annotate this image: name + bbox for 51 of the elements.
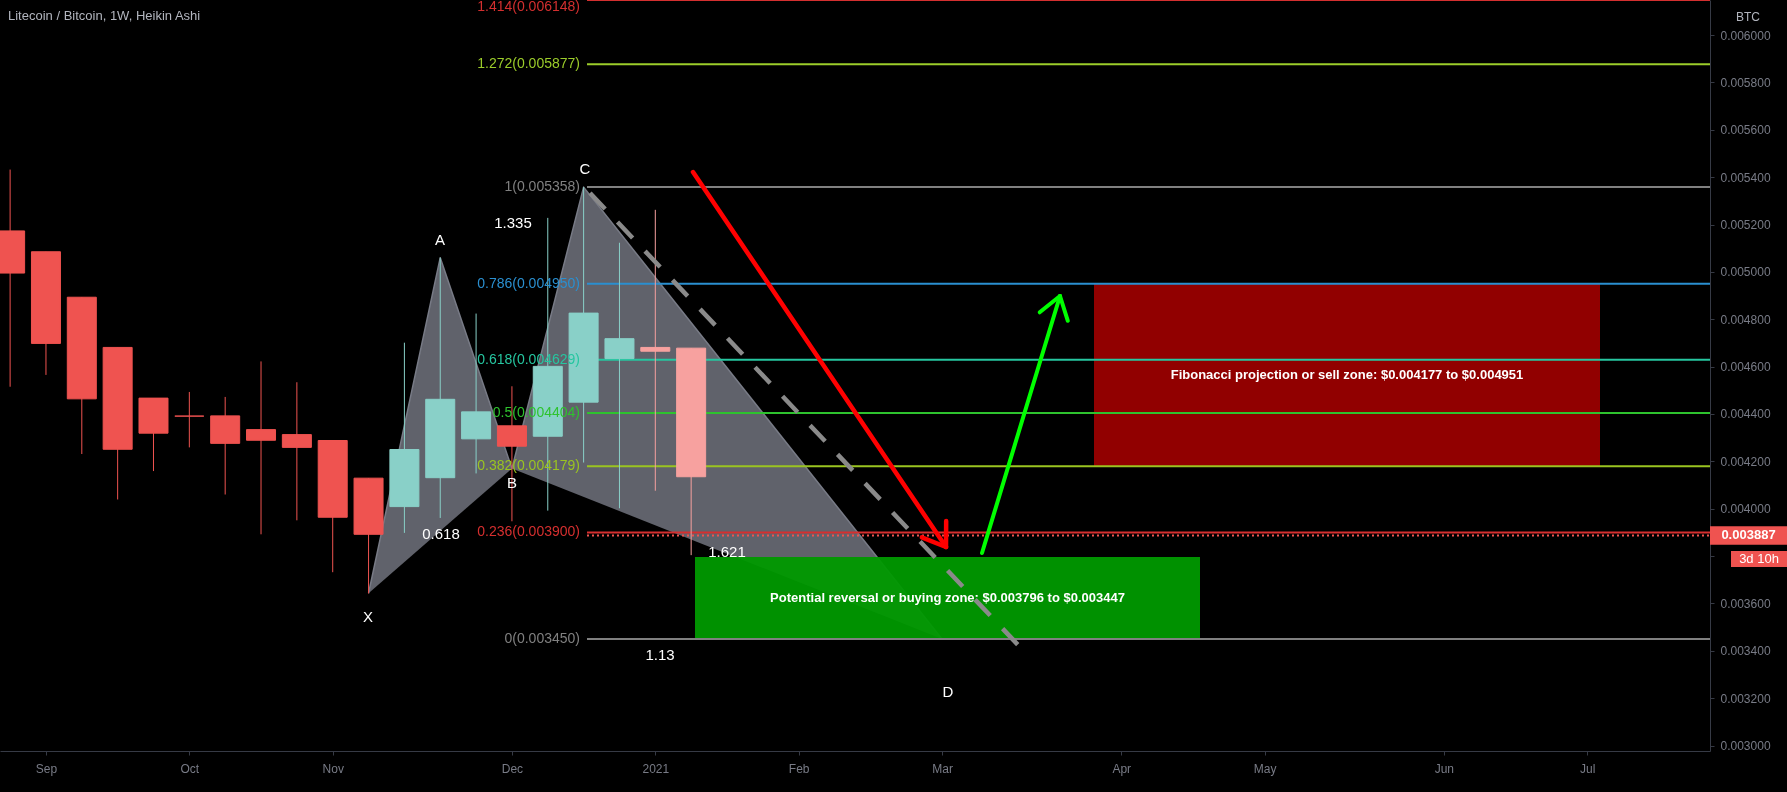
band-label: Potential reversal or buying zone: $0.003796 to $0.003447 — [770, 590, 1125, 606]
y-tick-label: 0.006000 — [1720, 28, 1771, 43]
x-tick-label: Sep — [35, 761, 58, 776]
y-tick-label: 0.004200 — [1720, 454, 1771, 469]
x-tick-label: May — [1253, 761, 1277, 776]
annotation: X — [362, 608, 374, 625]
candlestick — [604, 242, 635, 509]
y-tick-label: 0.003200 — [1720, 691, 1771, 706]
candlestick — [640, 209, 671, 492]
ref-line-label: 1.272(0.005877) — [477, 55, 580, 72]
ref-line-label: 0.236(0.003900) — [477, 523, 580, 540]
x-tick-label: Oct — [180, 761, 200, 776]
x-tick-label: Jun — [1434, 761, 1455, 776]
x-tick-label: Mar — [932, 761, 953, 776]
candlestick — [246, 360, 277, 535]
y-tick-label: 0.005400 — [1720, 170, 1771, 185]
y-tick-label: 0.005000 — [1720, 265, 1771, 280]
y-tick-label: 0.004400 — [1720, 407, 1771, 422]
y-tick-label: 0.005800 — [1720, 75, 1771, 90]
y-tick-label: 0.003000 — [1720, 739, 1771, 754]
candlestick — [281, 381, 312, 521]
ref-line-label: 0.003887 — [1721, 527, 1776, 543]
annotation: C — [579, 160, 591, 177]
annotation: A — [434, 231, 446, 248]
ref-line-label: 1.414(0.006148) — [477, 0, 580, 14]
annotation: B — [506, 473, 517, 491]
y-tick-label: 0.003600 — [1720, 596, 1771, 611]
y-tick-label: 0.005600 — [1720, 123, 1771, 138]
x-tick-label: Nov — [322, 761, 344, 776]
band-label: Fibonacci projection or sell zone: $0.004177 to $0.004951 — [1170, 367, 1524, 383]
y-tick-label: 0.005200 — [1720, 218, 1771, 233]
y-tick-label: 0.004600 — [1720, 360, 1771, 375]
x-tick-label: Jul — [1580, 761, 1596, 776]
x-tick-label: Apr — [1112, 761, 1132, 776]
text: 3d 10h — [1739, 551, 1779, 566]
y-tick-label: 0.003400 — [1720, 644, 1771, 659]
candlestick — [174, 391, 205, 448]
annotation: 0.618 — [422, 525, 460, 542]
annotation: D — [942, 683, 954, 700]
annotation: 1.335 — [494, 214, 532, 231]
y-axis-title: BTC — [1736, 10, 1761, 24]
annotation: 1.13 — [645, 646, 675, 663]
x-tick-label: Dec — [501, 761, 524, 776]
ref-line-label: 0(0.003450) — [504, 629, 580, 646]
ref-line-label: 1(0.005358) — [504, 178, 580, 195]
text: Litecoin / Bitcoin, 1W, Heikin Ashi — [8, 8, 201, 23]
y-tick-label: 0.004800 — [1720, 312, 1771, 327]
y-tick-label: 0.004000 — [1720, 502, 1771, 517]
ref-line-label: 0.5(0.004404) — [492, 404, 580, 421]
x-tick-label: Feb — [788, 761, 810, 776]
x-tick-label: 2021 — [642, 761, 670, 776]
